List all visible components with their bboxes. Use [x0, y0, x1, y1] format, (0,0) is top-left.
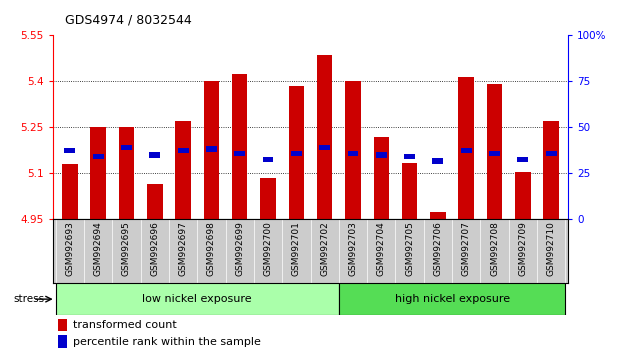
- Bar: [348, 151, 358, 156]
- Bar: [56, 283, 339, 315]
- Text: GSM992709: GSM992709: [519, 221, 527, 276]
- Bar: [58, 319, 67, 331]
- Bar: [404, 154, 415, 159]
- Text: GSM992703: GSM992703: [348, 221, 358, 276]
- Bar: [119, 127, 134, 219]
- Bar: [515, 172, 531, 219]
- Text: GSM992696: GSM992696: [150, 221, 159, 276]
- Bar: [376, 152, 387, 158]
- Text: GSM992695: GSM992695: [122, 221, 131, 276]
- Bar: [147, 184, 163, 219]
- Bar: [289, 86, 304, 219]
- Bar: [430, 212, 446, 219]
- Bar: [234, 151, 245, 156]
- Text: GSM992694: GSM992694: [94, 221, 102, 276]
- Bar: [175, 121, 191, 219]
- Bar: [543, 121, 559, 219]
- Bar: [291, 151, 302, 156]
- Bar: [206, 146, 217, 152]
- Bar: [317, 55, 332, 219]
- Bar: [204, 81, 219, 219]
- Text: low nickel exposure: low nickel exposure: [142, 294, 252, 304]
- Bar: [65, 148, 75, 153]
- Bar: [121, 145, 132, 150]
- Text: GSM992706: GSM992706: [433, 221, 442, 276]
- Text: GSM992698: GSM992698: [207, 221, 216, 276]
- Text: percentile rank within the sample: percentile rank within the sample: [73, 337, 261, 347]
- Text: GSM992707: GSM992707: [462, 221, 471, 276]
- Text: GSM992705: GSM992705: [405, 221, 414, 276]
- Bar: [489, 151, 500, 156]
- Text: GSM992702: GSM992702: [320, 221, 329, 276]
- Bar: [93, 154, 104, 159]
- Bar: [432, 159, 443, 164]
- Text: GSM992708: GSM992708: [490, 221, 499, 276]
- Bar: [319, 145, 330, 150]
- Text: transformed count: transformed count: [73, 320, 177, 330]
- Text: GSM992700: GSM992700: [263, 221, 273, 276]
- Text: high nickel exposure: high nickel exposure: [394, 294, 510, 304]
- Bar: [90, 127, 106, 219]
- Bar: [260, 178, 276, 219]
- Bar: [58, 335, 67, 348]
- Text: GSM992697: GSM992697: [179, 221, 188, 276]
- Text: GSM992693: GSM992693: [65, 221, 75, 276]
- Bar: [487, 85, 502, 219]
- Text: GSM992710: GSM992710: [546, 221, 556, 276]
- Bar: [345, 81, 361, 219]
- Text: GSM992699: GSM992699: [235, 221, 244, 276]
- Bar: [149, 152, 160, 158]
- Bar: [546, 151, 556, 156]
- Bar: [517, 157, 528, 162]
- Bar: [62, 164, 78, 219]
- Text: GSM992704: GSM992704: [377, 221, 386, 276]
- Bar: [373, 137, 389, 219]
- Bar: [458, 77, 474, 219]
- Bar: [178, 148, 189, 153]
- Text: stress: stress: [13, 294, 44, 304]
- Text: GDS4974 / 8032544: GDS4974 / 8032544: [65, 13, 192, 27]
- Bar: [339, 283, 565, 315]
- Bar: [461, 148, 472, 153]
- Text: GSM992701: GSM992701: [292, 221, 301, 276]
- Bar: [263, 157, 273, 162]
- Bar: [402, 163, 417, 219]
- Bar: [232, 74, 248, 219]
